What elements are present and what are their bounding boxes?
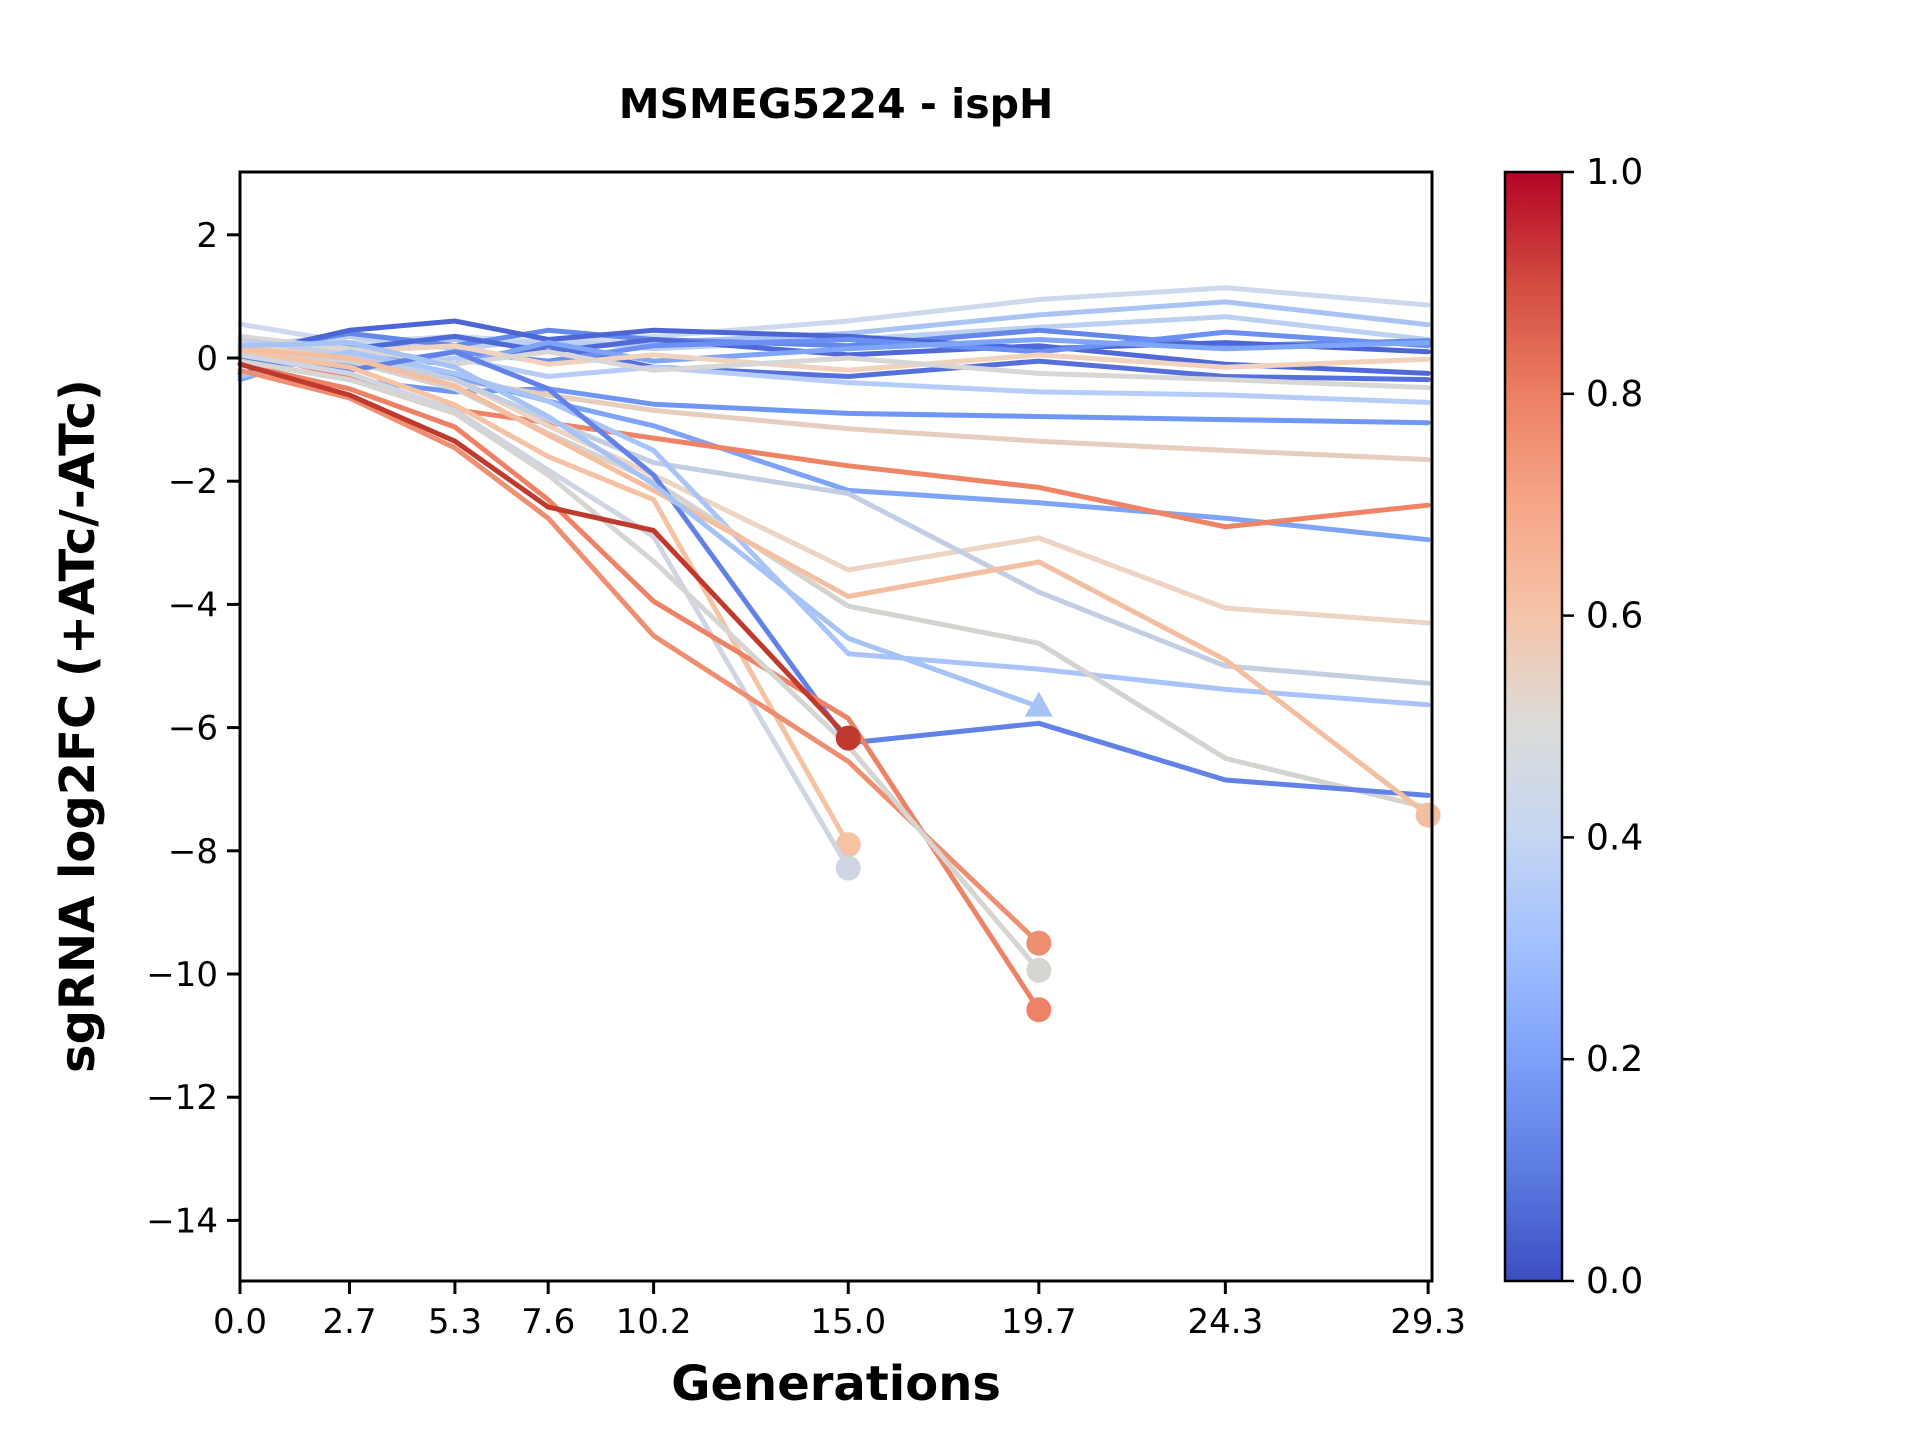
colorbar-tick-label: 0.2 bbox=[1586, 1039, 1643, 1080]
x-tick-label: 0.0 bbox=[213, 1302, 267, 1342]
y-axis-label: sgRNA log2FC (+ATc/-ATc) bbox=[50, 379, 106, 1073]
y-tick-label: −2 bbox=[168, 462, 218, 502]
endpoint-circle-marker-sgRNA-24 bbox=[835, 832, 861, 858]
series-line-sgRNA-17 bbox=[237, 340, 1431, 626]
x-axis-label: Generations bbox=[671, 1356, 1001, 1412]
x-tick-label: 19.7 bbox=[1001, 1302, 1077, 1342]
x-tick-label: 5.3 bbox=[428, 1302, 482, 1342]
colorbar-tick-label: 0.8 bbox=[1586, 374, 1643, 415]
series-line-sgRNA-06 bbox=[237, 333, 1431, 376]
colorbar-tick-label: 0.4 bbox=[1586, 817, 1643, 858]
y-tick-label: 0 bbox=[196, 339, 218, 379]
series-line-sgRNA-19 bbox=[237, 349, 1431, 708]
series-line-sgRNA-03 bbox=[237, 314, 1431, 352]
x-tick-label: 7.6 bbox=[521, 1302, 575, 1342]
x-tick-label: 2.7 bbox=[322, 1302, 376, 1342]
y-tick-label: −12 bbox=[146, 1078, 218, 1118]
series-line-sgRNA-24 bbox=[237, 349, 851, 848]
endpoint-circle-marker-sgRNA-28 bbox=[1026, 957, 1052, 983]
series-line-sgRNA-22 bbox=[237, 346, 1431, 818]
endpoint-triangle-marker-sgRNA-23 bbox=[1024, 691, 1053, 717]
endpoint-circle-marker-sgRNA-25 bbox=[835, 855, 861, 881]
endpoint-circle-marker-sgRNA-26 bbox=[1026, 997, 1052, 1023]
series-line-sgRNA-20 bbox=[237, 349, 1431, 811]
series-line-sgRNA-23 bbox=[237, 340, 1042, 710]
series-line-sgRNA-26 bbox=[237, 361, 1042, 1013]
y-tick-label: −10 bbox=[146, 955, 218, 995]
chart-title: MSMEG5224 - ispH bbox=[618, 80, 1054, 128]
series-line-sgRNA-21 bbox=[237, 349, 1431, 798]
colorbar-tick-label: 1.0 bbox=[1586, 152, 1643, 193]
endpoint-circle-marker-sgRNA-22 bbox=[1415, 802, 1441, 828]
y-tick-label: −8 bbox=[168, 832, 218, 872]
y-tick-label: −14 bbox=[146, 1201, 218, 1241]
colorbar-tick-label: 0.6 bbox=[1586, 596, 1643, 637]
colorbar-tick-label: 0.0 bbox=[1586, 1261, 1643, 1302]
y-tick-label: 2 bbox=[196, 216, 218, 256]
x-tick-label: 24.3 bbox=[1188, 1302, 1264, 1342]
series-line-sgRNA-29 bbox=[237, 361, 851, 741]
series-line-sgRNA-13 bbox=[237, 333, 1431, 391]
series-line-sgRNA-27 bbox=[237, 367, 1042, 946]
endpoint-circle-marker-sgRNA-29 bbox=[835, 725, 861, 751]
y-tick-label: −4 bbox=[168, 585, 218, 625]
endpoint-circle-marker-sgRNA-27 bbox=[1026, 930, 1052, 956]
colorbar bbox=[1503, 170, 1564, 1283]
x-tick-label: 10.2 bbox=[616, 1302, 692, 1342]
x-tick-label: 15.0 bbox=[810, 1302, 886, 1342]
x-tick-label: 29.3 bbox=[1390, 1302, 1466, 1342]
y-tick-label: −6 bbox=[168, 709, 218, 749]
